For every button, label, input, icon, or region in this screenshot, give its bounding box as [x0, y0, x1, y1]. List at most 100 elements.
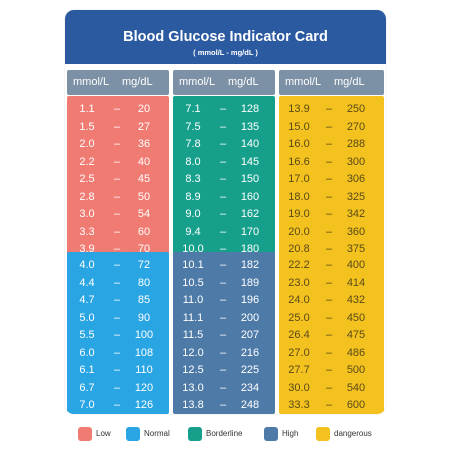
mgdl-value: 306	[346, 173, 366, 185]
dangerous-range-block-upper: 13.9–250 15.0–270 16.0–288 16.6–300 17.0–306…	[279, 96, 384, 258]
value-row: 10.1 – 182	[173, 256, 275, 274]
mgdl-value: 216	[240, 346, 260, 359]
mmol-value: 1.1	[79, 103, 95, 115]
value-row: 6.1 – 110	[67, 361, 169, 379]
dash-separator: –	[219, 155, 227, 168]
value-row: 3.0 – 54	[67, 205, 169, 223]
value-row: 33.3 – 600	[279, 396, 384, 414]
mgdl-value: 200	[240, 311, 260, 324]
high-range-block: 10.1–182 10.5–189 11.0–196 11.1–200 11.5–207…	[173, 252, 275, 414]
mmol-value: 30.0	[288, 381, 310, 394]
dash-separator: –	[325, 243, 333, 255]
value-row: 4.4 – 80	[67, 274, 169, 292]
mmol-value: 33.3	[288, 399, 310, 411]
mmol-value: 23.0	[288, 276, 310, 289]
mmol-value: 19.0	[288, 208, 310, 220]
mgdl-value: 288	[346, 138, 366, 150]
mgdl-value: 72	[137, 259, 151, 271]
dash-separator: –	[325, 311, 333, 324]
mgdl-value: 126	[134, 399, 154, 411]
value-row: 22.2 – 400	[279, 256, 384, 274]
value-row: 2.2 – 40	[67, 153, 169, 171]
dash-separator: –	[113, 364, 121, 376]
dash-separator: –	[219, 120, 227, 133]
mgdl-value: 170	[240, 225, 260, 238]
mmol-value: 1.5	[79, 120, 95, 133]
value-row: 17.0 – 306	[279, 170, 384, 188]
mgdl-value: 120	[134, 381, 154, 394]
value-row: 5.0 – 90	[67, 309, 169, 327]
mgdl-value: 475	[346, 329, 366, 341]
mgdl-value: 128	[240, 103, 260, 115]
value-row: 12.5 – 225	[173, 361, 275, 379]
mmol-value: 25.0	[288, 311, 310, 324]
dash-separator: –	[219, 294, 227, 306]
value-row: 27.7 – 500	[279, 361, 384, 379]
value-row: 4.0 – 72	[67, 256, 169, 274]
mmol-value: 7.8	[185, 138, 201, 150]
mgdl-value: 234	[240, 381, 260, 394]
dash-separator: –	[325, 364, 333, 376]
mgdl-value: 250	[346, 103, 366, 115]
column-header-mmol: mmol/L	[179, 76, 216, 88]
dash-separator: –	[219, 103, 227, 115]
column-header-mmol: mmol/L	[73, 76, 110, 88]
mgdl-value: 432	[346, 294, 366, 306]
mgdl-value: 207	[240, 329, 260, 341]
dash-separator: –	[219, 399, 227, 411]
dash-separator: –	[325, 329, 333, 341]
mmol-value: 10.5	[182, 276, 204, 289]
value-row: 6.7 –120	[67, 379, 169, 397]
dash-separator: –	[219, 364, 227, 376]
mgdl-value: 160	[240, 190, 260, 203]
mmol-value: 12.0	[182, 346, 204, 359]
mmol-value: 2.2	[79, 155, 95, 168]
mmol-value: 13.0	[182, 381, 204, 394]
dash-separator: –	[113, 311, 121, 324]
dash-separator: –	[113, 276, 121, 289]
value-row: 27.0 –486	[279, 344, 384, 362]
value-row: 16.0 – 288	[279, 135, 384, 153]
mmol-value: 6.7	[79, 381, 95, 394]
dash-separator: –	[113, 225, 121, 238]
mmol-value: 9.4	[185, 225, 201, 238]
mmol-value: 7.0	[79, 399, 95, 411]
mmol-value: 17.0	[288, 173, 310, 185]
value-row: 16.6 –300	[279, 153, 384, 171]
dash-separator: –	[325, 399, 333, 411]
dash-separator: –	[113, 208, 121, 220]
mgdl-value: 162	[240, 208, 260, 220]
mmol-value: 8.3	[185, 173, 201, 185]
value-row: 12.0 –216	[173, 344, 275, 362]
mmol-value: 9.0	[185, 208, 201, 220]
dash-separator: –	[113, 155, 121, 168]
value-row: 4.7 – 85	[67, 291, 169, 309]
value-row: 5.5 – 100	[67, 326, 169, 344]
mmol-value: 16.0	[288, 138, 310, 150]
mgdl-value: 325	[346, 190, 366, 203]
dash-separator: –	[113, 381, 121, 394]
mmol-value: 27.7	[288, 364, 310, 376]
mgdl-value: 270	[346, 120, 366, 133]
mgdl-value: 40	[137, 155, 151, 168]
mgdl-value: 225	[240, 364, 260, 376]
legend-swatch-normal	[126, 427, 140, 441]
mgdl-value: 248	[240, 399, 260, 411]
mgdl-value: 189	[240, 276, 260, 289]
dash-separator: –	[325, 259, 333, 271]
dash-separator: –	[325, 276, 333, 289]
value-row: 13.0 –234	[173, 379, 275, 397]
value-row: 8.9 –160	[173, 188, 275, 206]
mgdl-value: 414	[346, 276, 366, 289]
dangerous-range-block-lower: 22.2–400 23.0–414 24.0–432 25.0–450 26.4–475…	[279, 252, 384, 414]
mmol-value: 10.1	[182, 259, 204, 271]
dash-separator: –	[325, 173, 333, 185]
mmol-value: 5.5	[79, 329, 95, 341]
value-row: 19.0 – 342	[279, 205, 384, 223]
dash-separator: –	[219, 243, 227, 255]
value-row: 9.0 – 162	[173, 205, 275, 223]
card-header: Blood Glucose Indicator Card ( mmol/L - …	[65, 10, 386, 64]
column-header-3: mmol/L mg/dL	[279, 70, 384, 95]
legend-swatch-borderline	[188, 427, 202, 441]
dash-separator: –	[113, 103, 121, 115]
